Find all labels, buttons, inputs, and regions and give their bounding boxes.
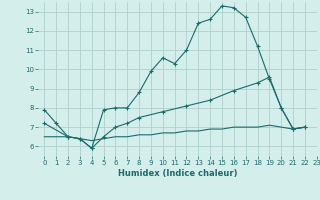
X-axis label: Humidex (Indice chaleur): Humidex (Indice chaleur) [118, 169, 237, 178]
